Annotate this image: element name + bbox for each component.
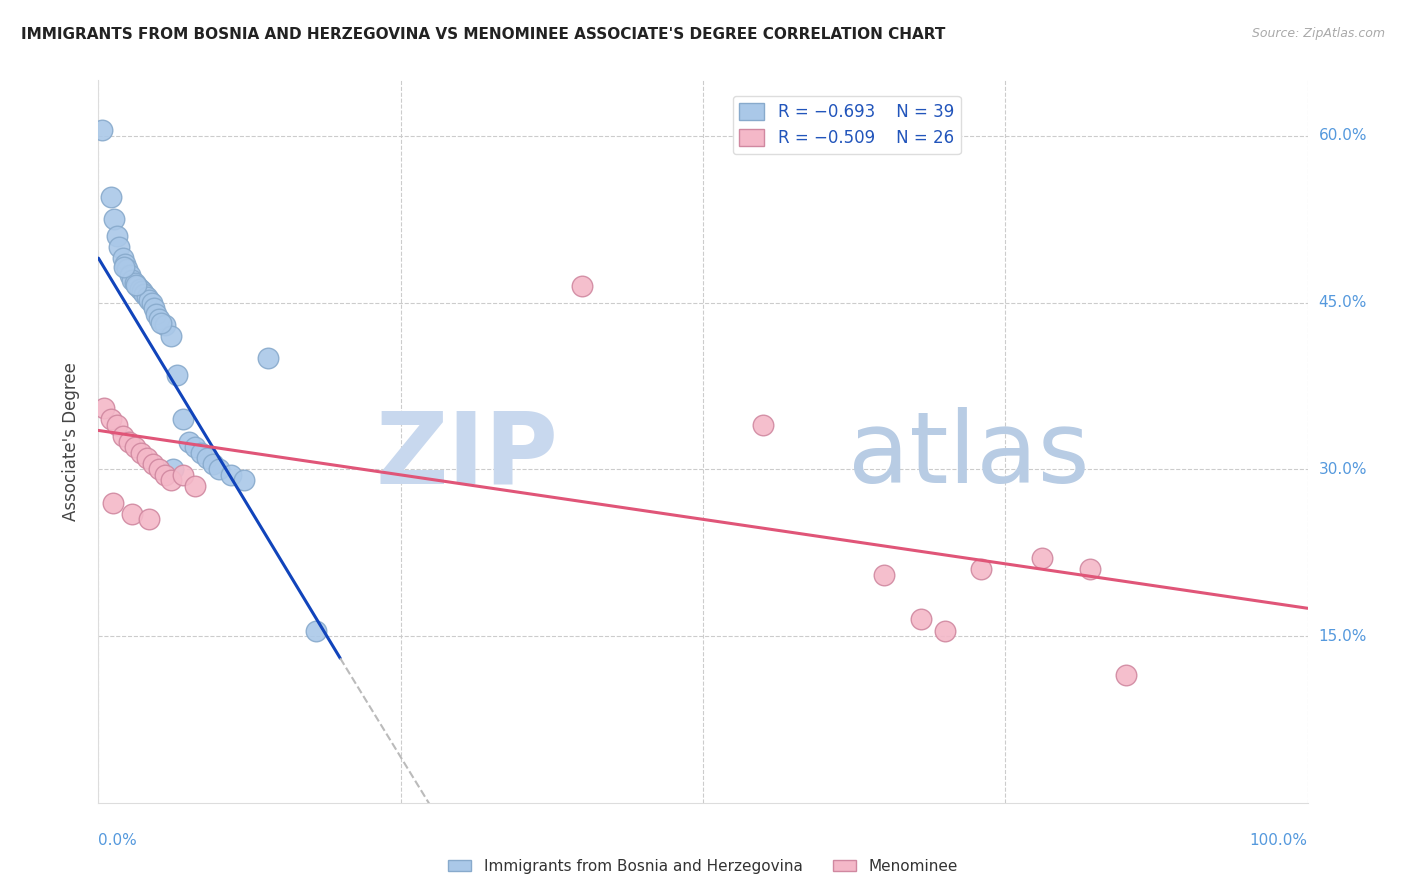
Point [101,496,124,510]
Point [752,417,775,432]
Point [105,417,128,432]
Point [910,612,932,626]
Text: 15.0%: 15.0% [1319,629,1367,643]
Text: Source: ZipAtlas.com: Source: ZipAtlas.com [1251,27,1385,40]
Text: 60.0%: 60.0% [1319,128,1367,144]
Point [91,123,114,137]
Point [153,467,176,482]
Point [160,474,183,488]
Point [148,462,170,476]
Text: 30.0%: 30.0% [1319,462,1367,477]
Point [93,401,115,416]
Point [141,295,163,310]
Point [934,624,956,638]
Text: 45.0%: 45.0% [1319,295,1367,310]
Point [202,457,225,471]
Point [153,318,176,332]
Point [127,279,149,293]
Point [121,273,143,287]
Point [162,462,184,476]
Point [571,279,593,293]
Point [100,412,122,426]
Point [1031,551,1053,566]
Point [179,434,201,449]
Point [121,507,143,521]
Point [1078,562,1101,576]
Point [184,440,207,454]
Point [190,445,212,459]
Point [108,240,131,254]
Point [172,467,194,482]
Text: 0.0%: 0.0% [98,833,138,848]
Point [118,434,141,449]
Point [1115,668,1137,682]
Point [124,276,146,290]
Point [135,290,157,304]
Point [305,624,328,638]
Point [208,462,231,476]
Point [125,277,148,292]
Point [111,251,134,265]
Point [138,512,160,526]
Point [118,268,141,282]
Point [129,445,152,459]
Point [256,351,278,366]
Point [111,429,134,443]
Point [221,467,243,482]
Point [105,228,128,243]
Point [135,451,157,466]
Y-axis label: Associate's Degree: Associate's Degree [62,362,80,521]
Text: atlas: atlas [848,408,1090,505]
Text: 100.0%: 100.0% [1250,833,1308,848]
Point [114,257,136,271]
Point [184,479,207,493]
Point [145,307,167,321]
Point [172,412,194,426]
Point [117,262,139,277]
Point [232,474,254,488]
Point [160,329,183,343]
Point [873,568,896,582]
Point [166,368,188,382]
Text: IMMIGRANTS FROM BOSNIA AND HERZEGOVINA VS MENOMINEE ASSOCIATE'S DEGREE CORRELATI: IMMIGRANTS FROM BOSNIA AND HERZEGOVINA V… [21,27,945,42]
Text: ZIP: ZIP [375,408,558,505]
Point [970,562,993,576]
Point [148,312,170,326]
Point [138,293,160,308]
Point [131,285,153,299]
Point [195,451,218,466]
Legend: R = −0.693    N = 39, R = −0.509    N = 26: R = −0.693 N = 39, R = −0.509 N = 26 [733,95,960,153]
Point [150,316,173,330]
Point [112,260,135,274]
Point [124,440,146,454]
Point [142,457,165,471]
Point [100,190,122,204]
Point [143,301,166,315]
Point [128,282,150,296]
Point [103,212,125,227]
Legend: Immigrants from Bosnia and Herzegovina, Menominee: Immigrants from Bosnia and Herzegovina, … [443,853,963,880]
Point [134,286,156,301]
